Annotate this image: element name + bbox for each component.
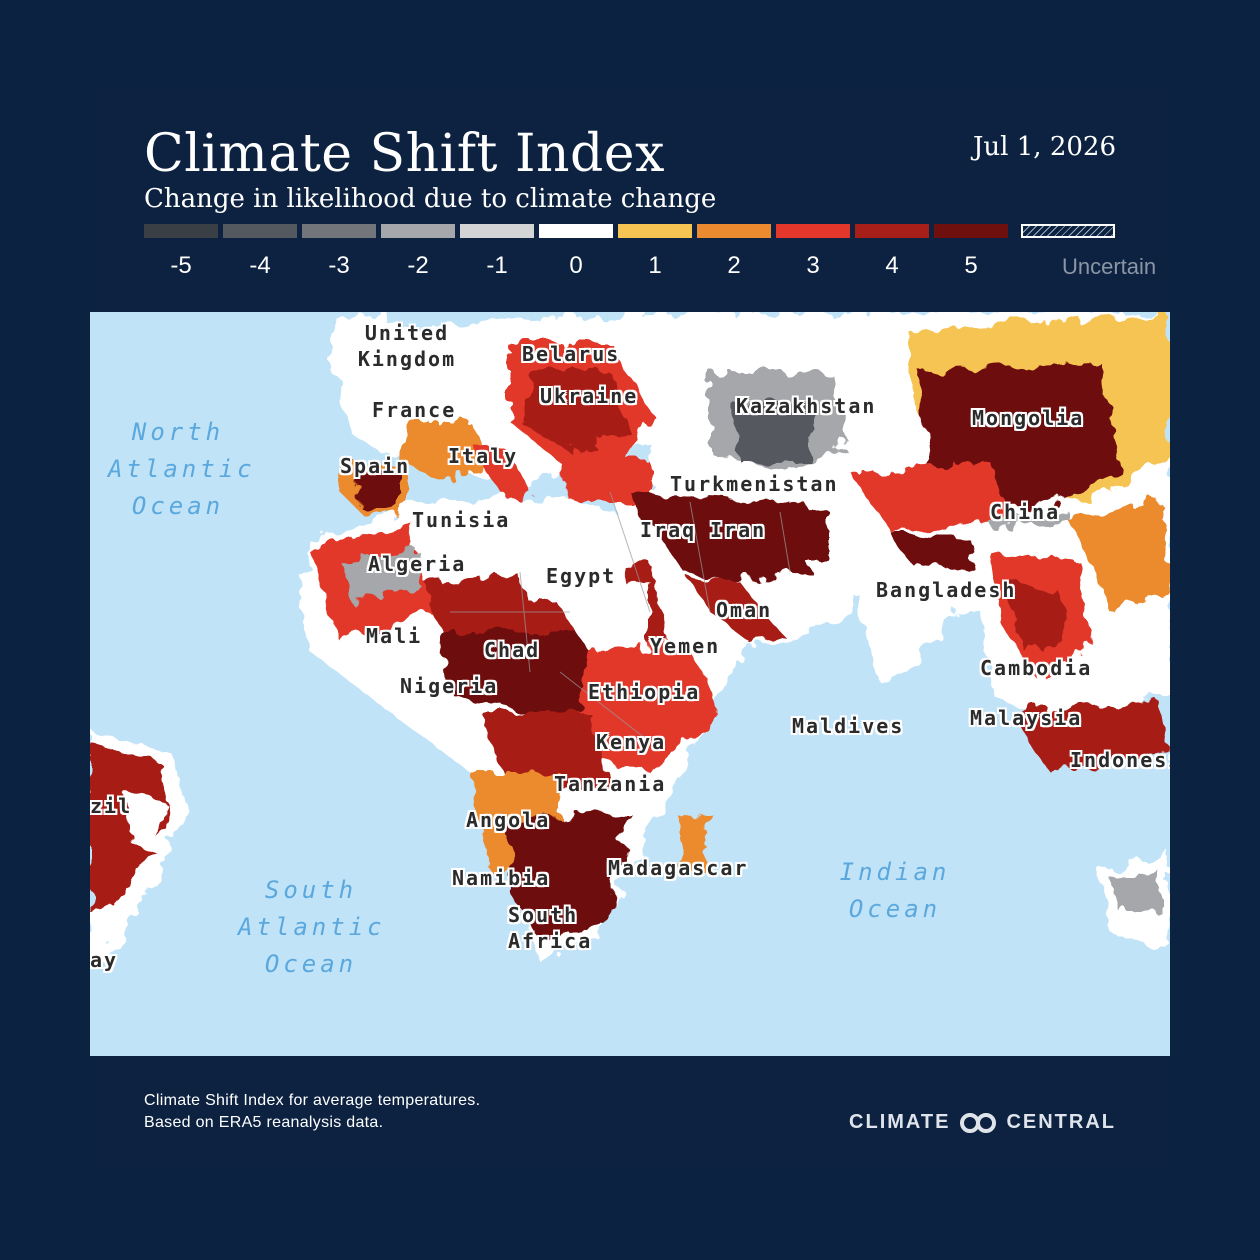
- legend-label-5: 0: [569, 252, 583, 279]
- country-label: Mali: [366, 624, 423, 648]
- country-label: Angola: [466, 808, 551, 832]
- country-label: France: [372, 398, 457, 422]
- land-layer: [90, 312, 1170, 972]
- country-label: South Africa: [508, 903, 593, 953]
- legend-swatch-3: [381, 224, 455, 238]
- legend-label-0: -5: [170, 252, 192, 279]
- brand-text-left: CLIMATE: [849, 1111, 951, 1133]
- country-label: Algeria: [368, 552, 467, 576]
- country-label: Turkmenistan: [670, 472, 839, 496]
- heat-brazil-grey: [125, 792, 165, 852]
- borders-layer: [450, 491, 791, 743]
- heat-afghanistan: [780, 502, 830, 562]
- country-label: Tanzania: [554, 772, 667, 796]
- brand-logo: CLIMATE CENTRAL: [849, 1111, 1116, 1134]
- legend-label-2: -3: [328, 252, 350, 279]
- country-label: Italy: [448, 444, 519, 468]
- legend-swatch-7: [697, 224, 771, 238]
- ocean-label-south-atlantic: South Atlantic Ocean: [238, 876, 386, 978]
- country-label: Tunisia: [412, 508, 511, 532]
- heat-east-africa: [570, 642, 720, 772]
- heat-indonesia: [1010, 702, 1170, 772]
- country-label: Ethiopia: [588, 680, 701, 704]
- ocean-label-north-atlantic: North Atlantic Ocean: [108, 418, 256, 520]
- heat-iberia-core: [355, 472, 400, 507]
- land-uk: [330, 312, 395, 392]
- legend-swatch-uncertain: [1021, 224, 1115, 238]
- country-label: Malaysia: [970, 706, 1083, 730]
- map-canvas: [90, 312, 1170, 972]
- country-label: zil: [90, 794, 133, 818]
- country-label: Belarus: [522, 342, 621, 366]
- footnote-line-1: Climate Shift Index for average temperat…: [144, 1092, 481, 1109]
- date-label: Jul 1, 2026: [973, 132, 1116, 162]
- country-label: Yemen: [650, 634, 721, 658]
- country-label: Ukraine: [540, 384, 639, 408]
- heat-ukraine: [520, 372, 630, 452]
- heat-grey-sahara: [340, 552, 420, 602]
- country-label: Indonesia: [1070, 748, 1170, 772]
- legend-label-9: 4: [885, 252, 899, 279]
- heat-australia: [1110, 872, 1160, 912]
- legend-swatch-2: [302, 224, 376, 238]
- country-label: Oman: [716, 598, 773, 622]
- legend-label-8: 3: [806, 252, 820, 279]
- heat-china-east: [1070, 502, 1170, 612]
- country-label: Maldives: [792, 714, 905, 738]
- heat-southern-africa: [510, 812, 630, 942]
- country-label: ay: [90, 948, 119, 972]
- country-label: Kazakhstan: [736, 394, 877, 418]
- country-label: Nigeria: [400, 674, 499, 698]
- heat-se-asia-core: [1005, 582, 1065, 652]
- country-label: Mongolia: [972, 406, 1085, 430]
- legend-swatch-8: [776, 224, 850, 238]
- legend-swatch-0: [144, 224, 218, 238]
- country-label: Madagascar: [608, 856, 749, 880]
- heat-kazakhstan-core: [730, 402, 810, 462]
- heat-italy: [470, 442, 530, 502]
- legend-label-4: -1: [486, 252, 508, 279]
- legend-swatch-5: [539, 224, 613, 238]
- country-label: Egypt: [546, 564, 617, 588]
- legend-label-6: 1: [648, 252, 662, 279]
- legend-swatch-4: [460, 224, 534, 238]
- legend-swatch-10: [934, 224, 1008, 238]
- country-label: Iraq: [640, 518, 697, 542]
- country-label: Kenya: [596, 730, 667, 754]
- ocean-label-indian: Indian Ocean: [839, 858, 951, 923]
- country-label: Bangladesh: [876, 578, 1017, 602]
- brand-mark-icon: [960, 1112, 997, 1133]
- legend-label-7: 2: [727, 252, 741, 279]
- infographic-card: Climate Shift Index Change in likelihood…: [90, 90, 1170, 1170]
- legend-swatch-9: [855, 224, 929, 238]
- brand-text-right: CENTRAL: [1006, 1111, 1116, 1133]
- legend-swatch-1: [223, 224, 297, 238]
- legend-swatch-6: [618, 224, 692, 238]
- country-label: Chad: [484, 638, 541, 662]
- heat-turkey: [560, 462, 650, 502]
- map[interactable]: North Atlantic Ocean South Atlantic Ocea…: [90, 312, 1170, 1056]
- legend-label-10: 5: [964, 252, 978, 279]
- heat-china-west: [850, 462, 1010, 532]
- legend-label-uncertain: Uncertain: [1062, 254, 1157, 279]
- legend: Uncertain -5 -4 -3 -2 -1 0 1 2 3 4 5: [144, 224, 1156, 284]
- page-subtitle: Change in likelihood due to climate chan…: [144, 184, 717, 214]
- country-label: Spain: [340, 454, 411, 478]
- footnote-line-2: Based on ERA5 reanalysis data.: [144, 1114, 384, 1131]
- legend-label-1: -4: [249, 252, 271, 279]
- country-label: China: [990, 500, 1061, 524]
- legend-label-3: -2: [407, 252, 429, 279]
- country-label: United Kingdom: [357, 321, 457, 371]
- page-title: Climate Shift Index: [144, 124, 665, 184]
- footnote: Climate Shift Index for average temperat…: [144, 1090, 480, 1134]
- land-madagascar: [680, 812, 710, 872]
- heat-nile: [550, 582, 650, 662]
- heat-france: [400, 422, 490, 482]
- country-label: Namibia: [452, 866, 551, 890]
- land-india: [850, 532, 970, 682]
- country-label: Iran: [710, 518, 767, 542]
- country-label: Cambodia: [980, 656, 1093, 680]
